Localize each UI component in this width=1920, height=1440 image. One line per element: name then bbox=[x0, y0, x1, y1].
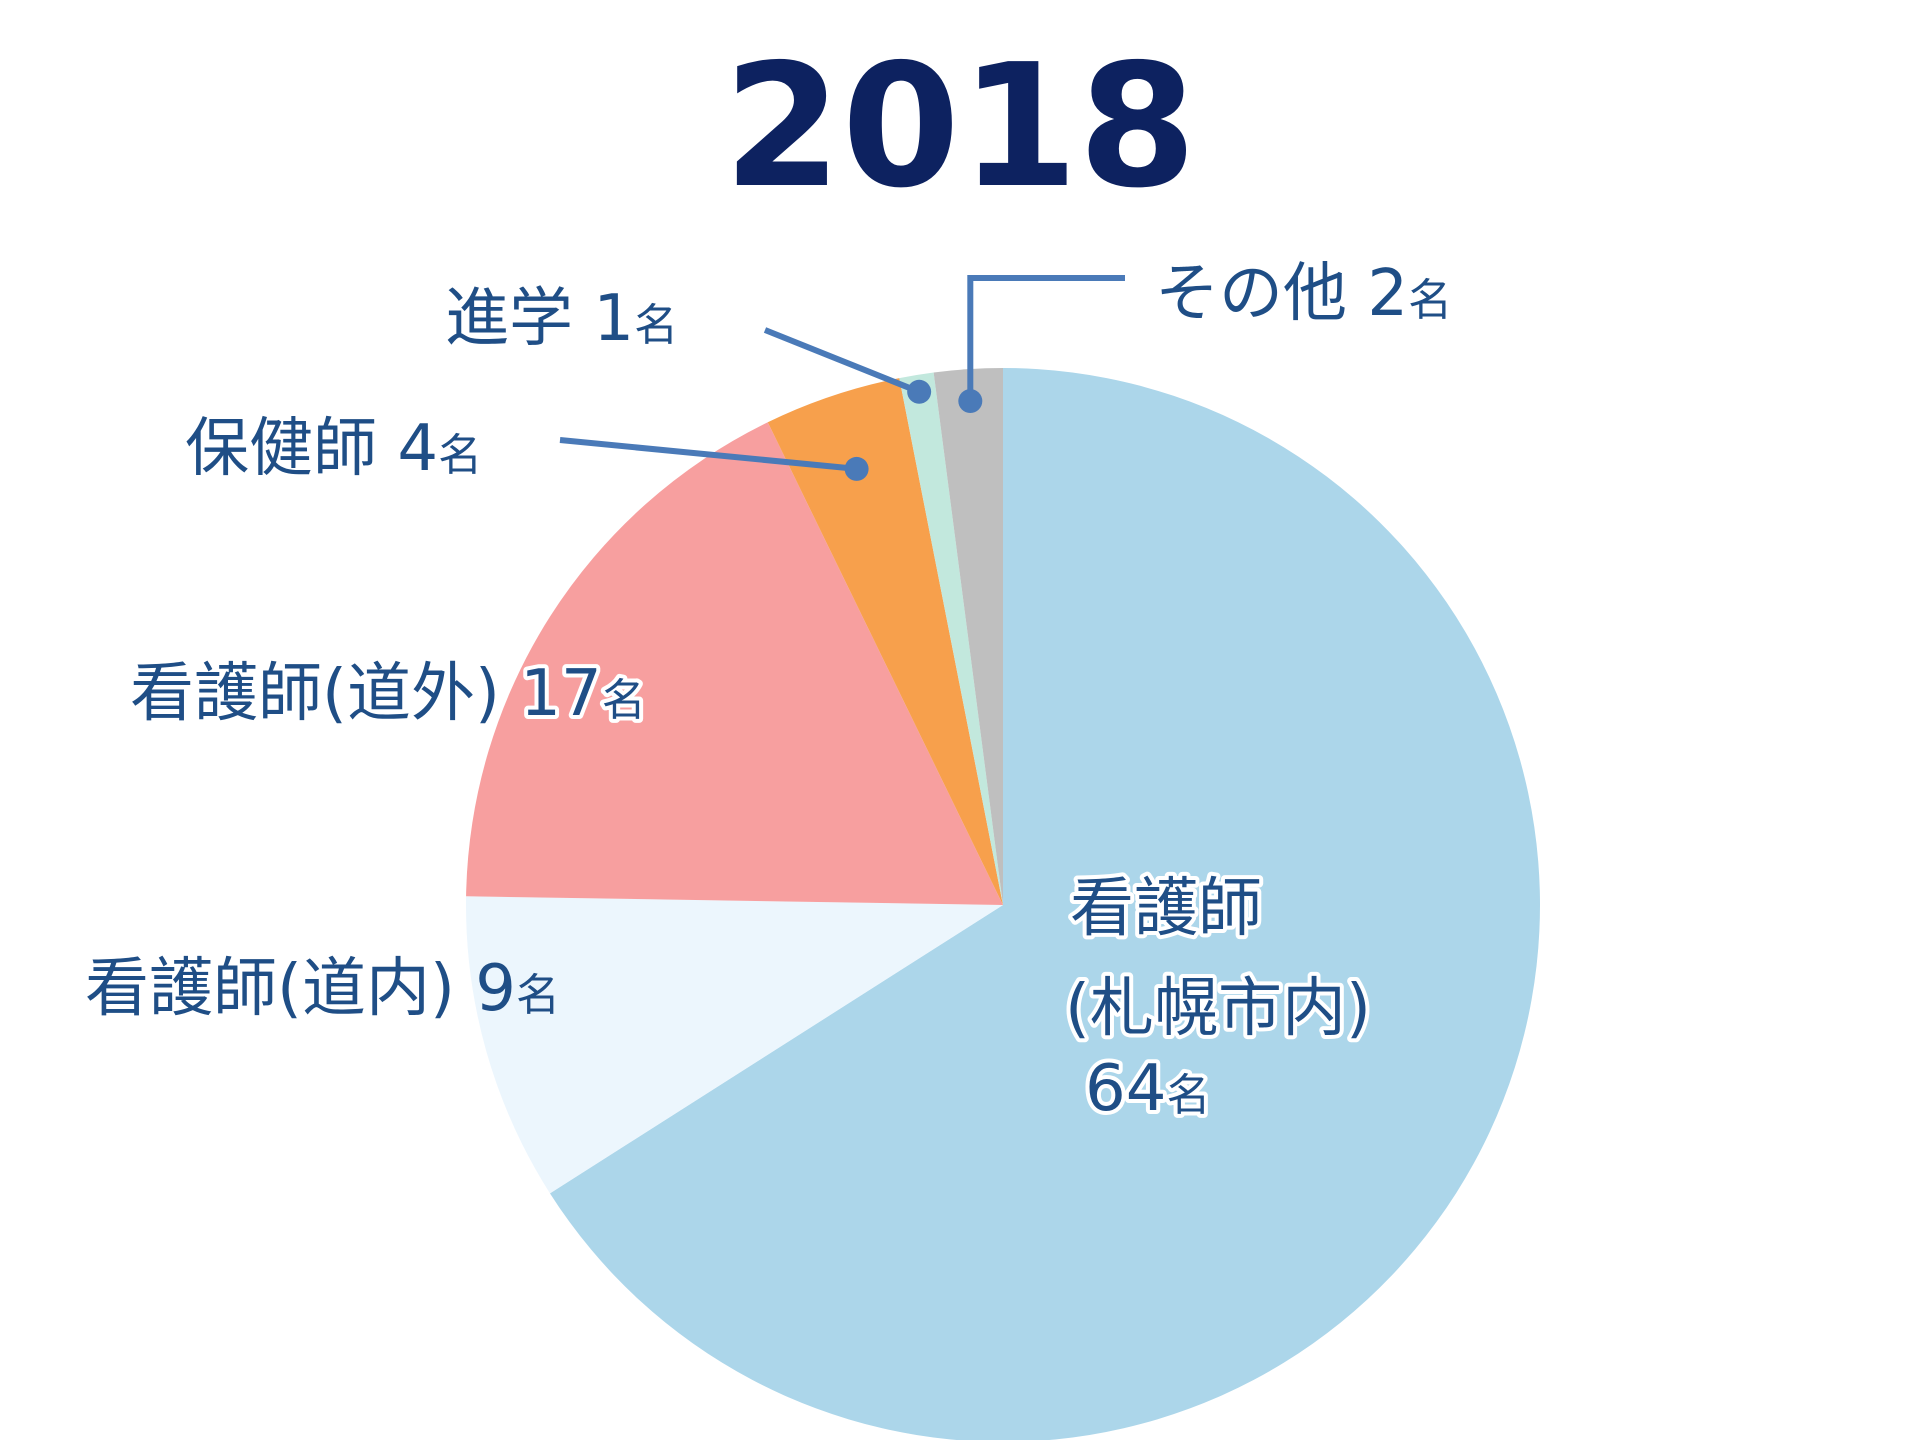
slice-label: 進学 1名 bbox=[445, 282, 678, 356]
leader-line bbox=[967, 275, 1125, 402]
leader-lines bbox=[559, 275, 1125, 481]
slice-label: 64名 bbox=[1085, 1052, 1210, 1126]
leader-dot bbox=[907, 379, 932, 404]
pie-slice bbox=[465, 896, 1003, 1194]
leader-line bbox=[763, 327, 921, 395]
pie-slice bbox=[767, 378, 1003, 906]
leader-dot bbox=[844, 456, 869, 481]
slice-label: その他 2名 bbox=[1155, 257, 1452, 331]
slice-label: 看護師(道外) 17名 bbox=[130, 657, 646, 731]
pie-slice bbox=[466, 422, 1003, 905]
pie-slice bbox=[549, 368, 1540, 1440]
slice-label: 看護師(道内) 9名 bbox=[85, 952, 560, 1026]
slice-label: (札幌市内) bbox=[1065, 972, 1371, 1046]
slice-label: 保健師 4名 bbox=[185, 412, 482, 486]
slice-label: 看護師 bbox=[1070, 872, 1262, 946]
slice-labels: 看護師 (札幌市内)64名 看護師(道内) 9名 看護師(道外) 17名 保健師 4名 進… bbox=[85, 257, 1452, 1130]
chart-title: 2018 bbox=[723, 28, 1196, 226]
pie-slices bbox=[465, 368, 1540, 1440]
leader-dot bbox=[958, 389, 983, 414]
pie-slice bbox=[899, 372, 1003, 905]
leader-line bbox=[559, 437, 857, 472]
pie-slice bbox=[933, 368, 1003, 905]
